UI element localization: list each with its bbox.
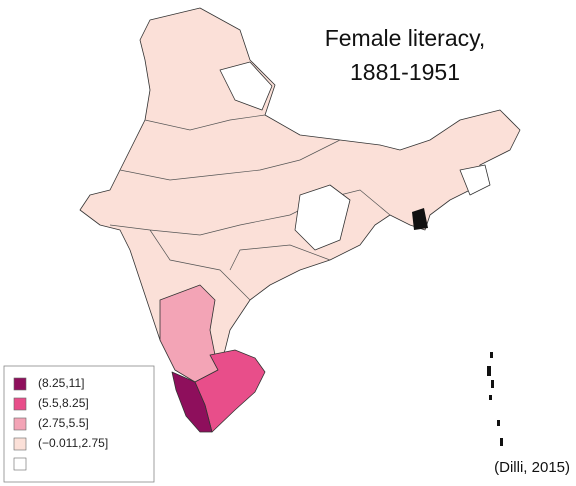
source: (Dilli, 2015)	[494, 459, 570, 476]
region	[459, 164, 491, 196]
border	[149, 229, 251, 301]
legend-swatch	[13, 377, 27, 391]
region	[194, 349, 266, 433]
legend-label: (2.75,5.5]	[38, 416, 89, 430]
border	[109, 189, 391, 236]
region-mark	[412, 208, 428, 230]
border	[229, 244, 331, 271]
legend-label: (8.25,11]	[38, 376, 84, 390]
legend-swatch	[13, 417, 27, 431]
border	[119, 139, 341, 181]
legend-swatch	[13, 437, 27, 451]
region	[171, 371, 213, 433]
border	[144, 114, 266, 131]
legend-swatch	[13, 397, 27, 411]
legend-label: (−0.011,2.75]	[38, 436, 108, 450]
region	[219, 61, 273, 111]
region	[294, 184, 351, 251]
islands	[487, 352, 503, 446]
legend-box	[3, 365, 155, 483]
legend-swatch	[13, 457, 27, 471]
legend: (8.25,11] (5.5,8.25] (2.75,5.5] (−0.011,2.7…	[3, 365, 155, 483]
title-line: 1881-1951	[350, 59, 460, 85]
title-line: Female literacy,	[325, 25, 486, 51]
legend-label: (5.5,8.25]	[38, 396, 89, 410]
region	[159, 284, 219, 383]
